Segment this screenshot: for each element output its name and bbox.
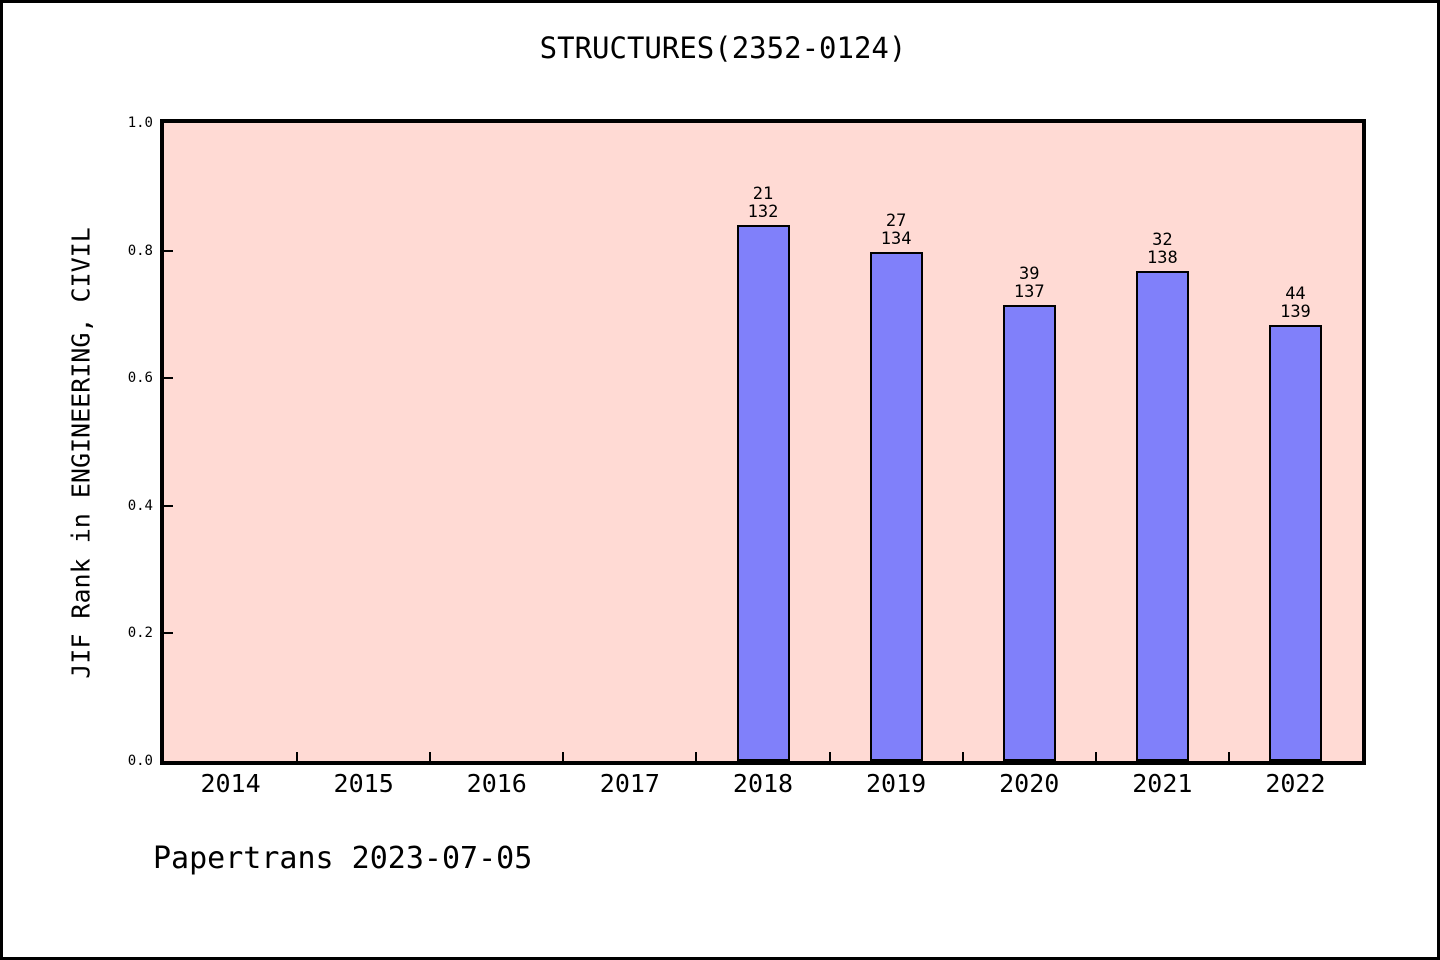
x-tick-label-2014: 2014 — [200, 769, 261, 798]
y-tick-label-1.0: 1.0 — [127, 115, 153, 131]
x-tick-label-2016: 2016 — [466, 769, 527, 798]
y-axis-tick-mark — [164, 377, 173, 380]
y-tick-label-0.6: 0.6 — [127, 370, 153, 387]
watermark-text: Papertrans 2023-07-05 — [153, 841, 533, 876]
y-axis-tick-mark — [164, 632, 173, 635]
x-axis-tick-mark — [429, 752, 432, 761]
bar-2021 — [1135, 270, 1189, 761]
bar-2020 — [1002, 304, 1056, 761]
x-tick-label-2019: 2019 — [866, 769, 927, 798]
bar-value-label-2019: 27 134 — [880, 210, 912, 249]
x-axis-tick-mark — [961, 752, 964, 761]
bar-value-label-2022: 44 139 — [1280, 283, 1311, 322]
x-tick-label-2020: 2020 — [999, 769, 1060, 798]
bar-2018 — [736, 224, 790, 761]
y-axis-title: JIF Rank in ENGINEERING, CIVIL — [66, 227, 96, 679]
x-axis-tick-mark — [828, 752, 831, 761]
chart-title: STRUCTURES(2352-0124) — [539, 31, 907, 65]
x-axis-tick-mark — [1227, 752, 1230, 761]
y-axis-tick-mark — [164, 249, 173, 252]
x-tick-label-2022: 2022 — [1265, 769, 1326, 798]
x-tick-label-2015: 2015 — [333, 769, 394, 798]
x-axis-tick-mark — [1094, 752, 1097, 761]
plot-area: 21 132 27 134 39 137 32 138 44 139 — [160, 119, 1366, 765]
x-tick-label-2018: 2018 — [732, 769, 794, 798]
x-tick-label-2021: 2021 — [1132, 769, 1193, 798]
y-axis-tick-mark — [164, 504, 173, 507]
y-tick-label-0.8: 0.8 — [127, 242, 153, 259]
y-tick-label-0.2: 0.2 — [127, 625, 153, 642]
y-tick-label-0.4: 0.4 — [127, 497, 153, 514]
bar-value-label-2018: 21 132 — [747, 183, 779, 222]
y-tick-label-0.0: 0.0 — [127, 753, 153, 769]
bar-2019 — [869, 251, 923, 761]
bar-value-label-2020: 39 137 — [1013, 263, 1045, 302]
x-axis-tick-mark — [296, 752, 299, 761]
x-tick-label-2017: 2017 — [599, 769, 660, 798]
x-axis-tick-mark — [695, 752, 698, 761]
bar-2022 — [1268, 324, 1322, 761]
bar-value-label-2021: 32 138 — [1146, 229, 1178, 268]
x-axis-tick-mark — [562, 752, 565, 761]
